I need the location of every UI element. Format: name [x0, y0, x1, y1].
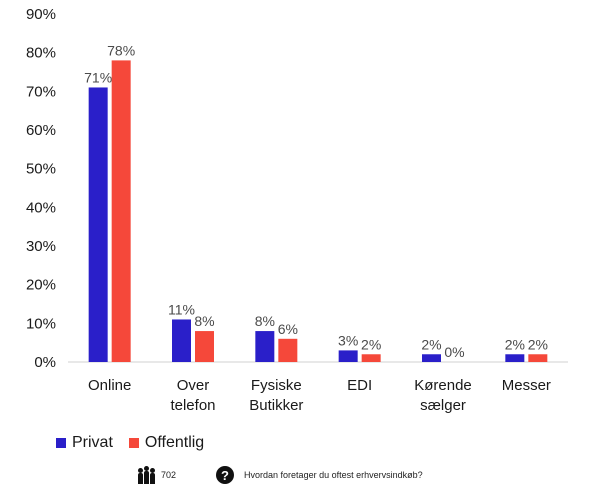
bar-privat	[255, 331, 275, 362]
data-label: 0%	[444, 344, 464, 360]
bar-chart: 0% 10% 20% 30% 40% 50% 60% 70% 80% 90% 71% 78% Onlin…	[26, 6, 568, 414]
data-label: 11%	[168, 301, 195, 317]
bar-offentlig	[361, 354, 381, 362]
survey-question: Hvordan foretager du oftest erhvervsindk…	[244, 470, 423, 480]
y-tick-label: 20%	[26, 277, 56, 294]
bar-offentlig	[111, 60, 131, 363]
y-tick-label: 80%	[26, 45, 56, 62]
x-tick-label: Online	[88, 377, 131, 394]
data-label: 2%	[505, 336, 525, 352]
y-tick-label: 60%	[26, 122, 56, 139]
data-label: 8%	[194, 313, 214, 329]
bar-offentlig	[528, 354, 548, 362]
y-tick-label: 50%	[26, 161, 56, 178]
legend-label-privat: Privat	[72, 434, 113, 451]
data-label: 2%	[421, 336, 441, 352]
legend-label-offentlig: Offentlig	[144, 434, 205, 451]
data-label: 3%	[338, 332, 358, 348]
y-tick-label: 70%	[26, 83, 56, 100]
legend-item-privat: Privat	[56, 434, 113, 452]
x-tick-label: Over telefon	[170, 377, 215, 414]
bar-privat	[505, 354, 525, 362]
data-label: 2%	[528, 336, 548, 352]
respondent-count: 702	[161, 470, 177, 480]
data-label: 2%	[361, 336, 381, 352]
data-label: 6%	[278, 321, 298, 337]
legend: Privat Offentlig	[56, 434, 204, 452]
y-tick-label: 30%	[26, 238, 56, 255]
y-tick-label: 0%	[34, 354, 56, 371]
y-tick-label: 10%	[26, 315, 56, 332]
y-tick-label: 40%	[26, 199, 56, 216]
legend-swatch-privat	[56, 438, 66, 448]
legend-swatch-offentlig	[128, 438, 139, 448]
bar-privat	[422, 354, 441, 362]
data-label: 78%	[107, 42, 135, 58]
bar-privat	[88, 87, 108, 362]
x-tick-label: Fysiske Butikker	[249, 377, 303, 414]
y-tick-label: 90%	[26, 6, 56, 23]
bar-offentlig	[195, 331, 214, 362]
legend-item-offentlig: Offentlig	[128, 434, 205, 452]
data-label: 8%	[255, 313, 275, 329]
question-icon: ?	[216, 466, 235, 484]
x-tick-label: Messer	[502, 377, 551, 394]
data-label: 71%	[84, 69, 112, 85]
bar-privat	[338, 350, 358, 362]
chart-footer: 702 ? Hvordan foretager du oftest erhver…	[138, 466, 423, 484]
x-tick-label: Kørende sælger	[414, 377, 472, 414]
bar-privat	[172, 319, 191, 362]
x-tick-label: EDI	[347, 377, 372, 394]
people-icon	[138, 466, 155, 484]
bar-offentlig	[278, 338, 298, 362]
